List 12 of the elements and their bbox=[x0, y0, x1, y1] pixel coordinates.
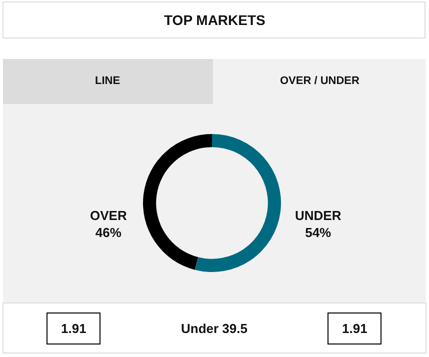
text: LINE bbox=[95, 75, 120, 87]
chart-title: TOP MARKETS bbox=[164, 12, 266, 28]
slice-label: OVER bbox=[90, 208, 128, 223]
data-label: 46% bbox=[95, 224, 122, 240]
text: 1.91 bbox=[61, 321, 86, 336]
text: Under 39.5 bbox=[181, 321, 248, 336]
donut-slice bbox=[194, 134, 281, 272]
slice-label: UNDER bbox=[295, 208, 342, 223]
text: 1.91 bbox=[342, 321, 368, 336]
donut-slice bbox=[143, 134, 212, 270]
text: OVER / UNDER bbox=[280, 75, 360, 87]
data-label: 54% bbox=[305, 224, 332, 240]
